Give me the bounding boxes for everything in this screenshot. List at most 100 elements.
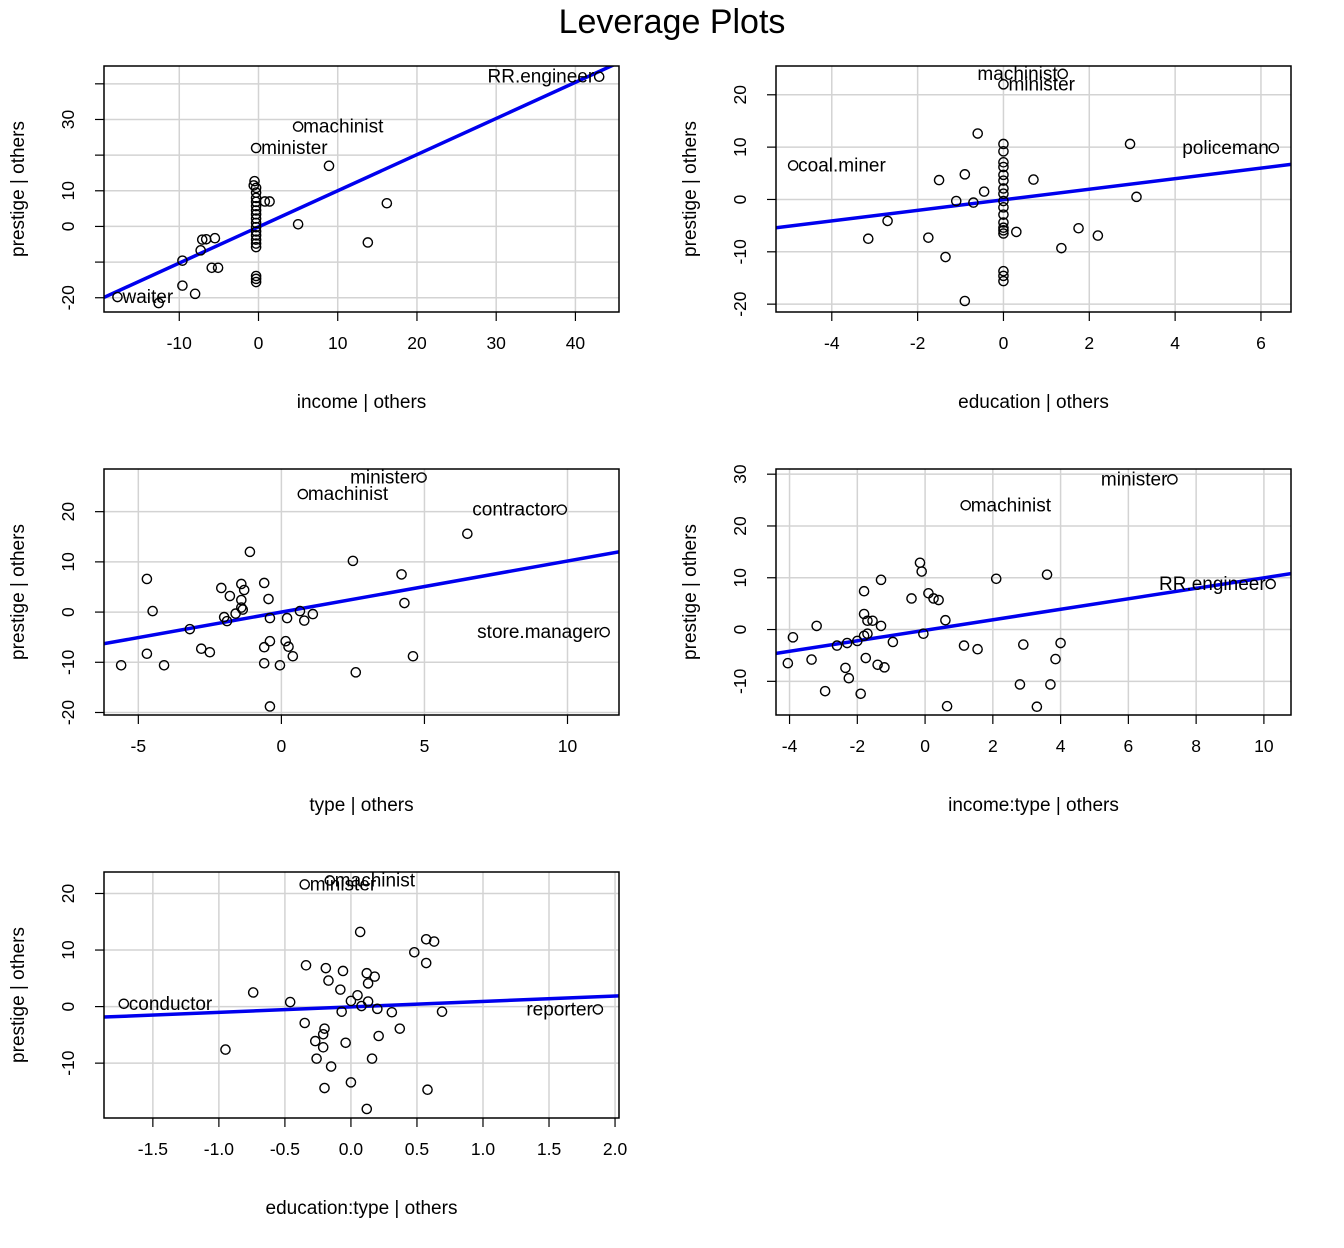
x-axis: -1.5 -1.0 -0.5 0.0 0.5 1.0 1.5 2.0 education:typ… — [138, 1118, 627, 1219]
data-point — [250, 182, 262, 194]
data-point — [195, 245, 206, 256]
y-axis-label: prestige | others — [8, 927, 29, 1063]
data-point — [862, 233, 874, 245]
y-axis-label: prestige | others — [8, 121, 29, 257]
data-point — [317, 1042, 329, 1053]
data-point — [1057, 68, 1068, 80]
data-point — [867, 615, 878, 627]
data-point — [1073, 222, 1084, 234]
data-point — [209, 232, 221, 244]
x-tick-label: 0 — [999, 333, 1009, 353]
data-point — [386, 1006, 398, 1018]
x-tick-label: 6 — [1124, 736, 1134, 756]
data-point — [420, 957, 432, 969]
y-tick-label: 10 — [58, 181, 78, 201]
data-point — [843, 672, 855, 684]
x-tick-label: 8 — [1191, 736, 1201, 756]
x-axis: -10 0 10 20 30 40 income | others — [167, 312, 585, 413]
y-tick-label: 20 — [730, 85, 750, 105]
data-point — [950, 195, 962, 207]
data-point — [274, 659, 286, 671]
data-point — [972, 128, 984, 139]
data-point — [336, 1006, 347, 1017]
y-tick-label: -20 — [58, 700, 78, 726]
data-point — [556, 504, 568, 515]
y-tick-label: -20 — [730, 291, 750, 317]
data-point — [319, 1023, 330, 1034]
data-point — [153, 297, 164, 309]
data-point — [354, 926, 366, 938]
x-tick-label: 4 — [1056, 736, 1066, 756]
data-point — [840, 662, 851, 674]
data-point — [1268, 142, 1280, 154]
data-point — [347, 555, 359, 567]
data-point — [416, 472, 427, 483]
data-point — [462, 528, 473, 540]
data-point — [998, 225, 1009, 236]
fit-line — [104, 66, 616, 299]
fit-line — [104, 550, 619, 646]
data-point — [875, 620, 887, 632]
data-point — [250, 200, 262, 212]
x-tick-label: 2 — [988, 736, 998, 756]
data-point — [323, 975, 334, 986]
data-point — [230, 608, 241, 619]
data-point — [1011, 226, 1022, 238]
data-point — [263, 593, 274, 605]
grid-lines — [776, 66, 1291, 312]
x-tick-label: 0.0 — [339, 1139, 364, 1159]
y-tick-label: -10 — [58, 1050, 78, 1076]
y-axis: -20 -10 0 10 20 prestige | others — [680, 85, 776, 317]
plot-frame — [775, 468, 1292, 716]
data-point — [206, 262, 218, 274]
data-point — [1265, 578, 1276, 590]
data-point — [250, 234, 262, 245]
data-point — [831, 640, 843, 651]
data-point — [1056, 242, 1067, 254]
x-tick-label: 4 — [1170, 333, 1180, 353]
data-point — [236, 602, 247, 613]
data-point — [250, 270, 262, 282]
x-tick-label: -10 — [167, 333, 193, 353]
data-point — [337, 965, 349, 977]
data-point — [1124, 138, 1136, 150]
data-points — [115, 472, 610, 712]
data-point — [394, 1023, 406, 1034]
y-tick-label: 10 — [58, 552, 78, 572]
point-label: minister — [1101, 469, 1168, 490]
data-points — [787, 68, 1280, 307]
y-tick-label: 30 — [730, 464, 750, 484]
data-point — [990, 573, 1002, 585]
data-point — [1028, 174, 1039, 185]
x-tick-label: 5 — [420, 736, 430, 756]
data-point — [436, 1006, 448, 1017]
data-point — [860, 652, 872, 664]
data-point — [216, 582, 227, 594]
data-point — [250, 241, 262, 253]
data-point — [299, 1017, 311, 1029]
y-axis: -10 0 10 20 30 prestige | others — [680, 464, 776, 694]
fit-line — [776, 162, 1291, 230]
data-point — [298, 615, 310, 626]
x-axis-label: income | others — [297, 392, 427, 413]
data-point — [345, 1077, 357, 1088]
data-point — [212, 262, 224, 274]
data-point — [238, 584, 250, 596]
point-label: minister — [350, 468, 417, 489]
data-point — [923, 232, 934, 243]
data-point — [858, 585, 870, 597]
data-point — [1167, 474, 1178, 485]
y-tick-label: 10 — [730, 137, 750, 157]
y-tick-label: -10 — [730, 668, 750, 694]
data-point — [409, 947, 420, 958]
data-point — [1045, 679, 1056, 690]
y-tick-label: -20 — [58, 285, 78, 311]
y-tick-label: 0 — [730, 624, 750, 634]
data-point — [1014, 679, 1026, 690]
data-point — [250, 205, 262, 216]
data-point — [841, 637, 853, 649]
data-point — [940, 251, 951, 263]
data-point — [311, 1053, 322, 1064]
data-point — [852, 635, 863, 647]
